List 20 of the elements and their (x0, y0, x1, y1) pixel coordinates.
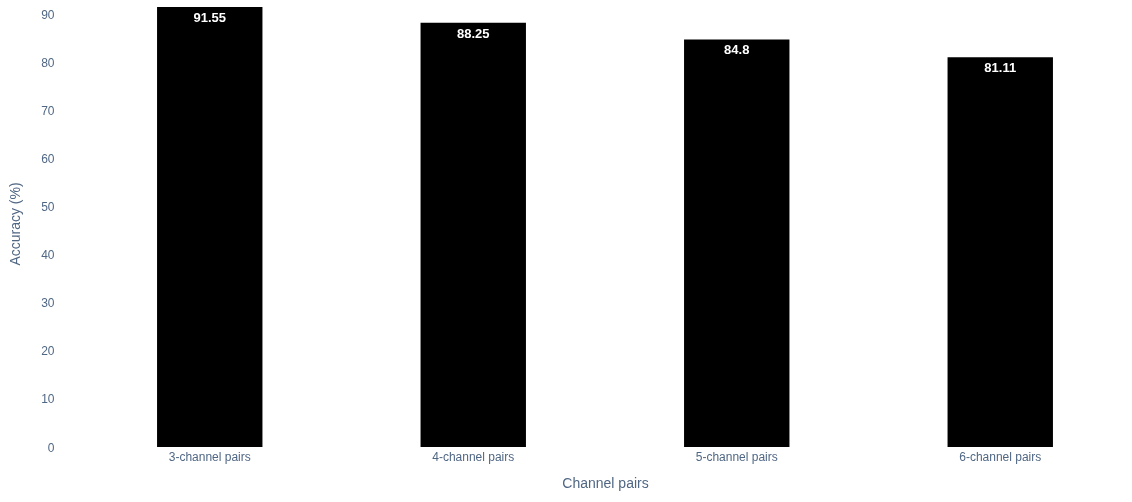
data-label: 84.8 (724, 42, 750, 58)
y-tick-label: 30 (41, 296, 55, 311)
x-tick-label: 3-channel pairs (168, 449, 251, 464)
y-tick-label: 60 (41, 152, 55, 167)
x-axis-title: Channel pairs (562, 474, 649, 491)
y-axis-title: Accuracy (%) (7, 182, 24, 266)
y-tick-label: 40 (41, 248, 55, 263)
y-tick-label: 0 (47, 440, 55, 455)
data-label: 88.25 (456, 25, 490, 41)
data-label: 91.55 (193, 9, 227, 25)
y-tick-label: 50 (41, 200, 55, 215)
y-tick-label: 80 (41, 55, 55, 70)
y-tick-label: 70 (41, 104, 55, 119)
x-tick-label: 4-channel pairs (432, 449, 515, 464)
x-tick-label: 6-channel pairs (959, 449, 1042, 464)
y-tick-label: 90 (41, 7, 55, 22)
y-tick-label: 20 (41, 344, 55, 359)
data-label: 81.11 (984, 60, 1017, 76)
x-tick-label: 5-channel pairs (695, 449, 778, 464)
y-tick-label: 10 (41, 392, 55, 407)
